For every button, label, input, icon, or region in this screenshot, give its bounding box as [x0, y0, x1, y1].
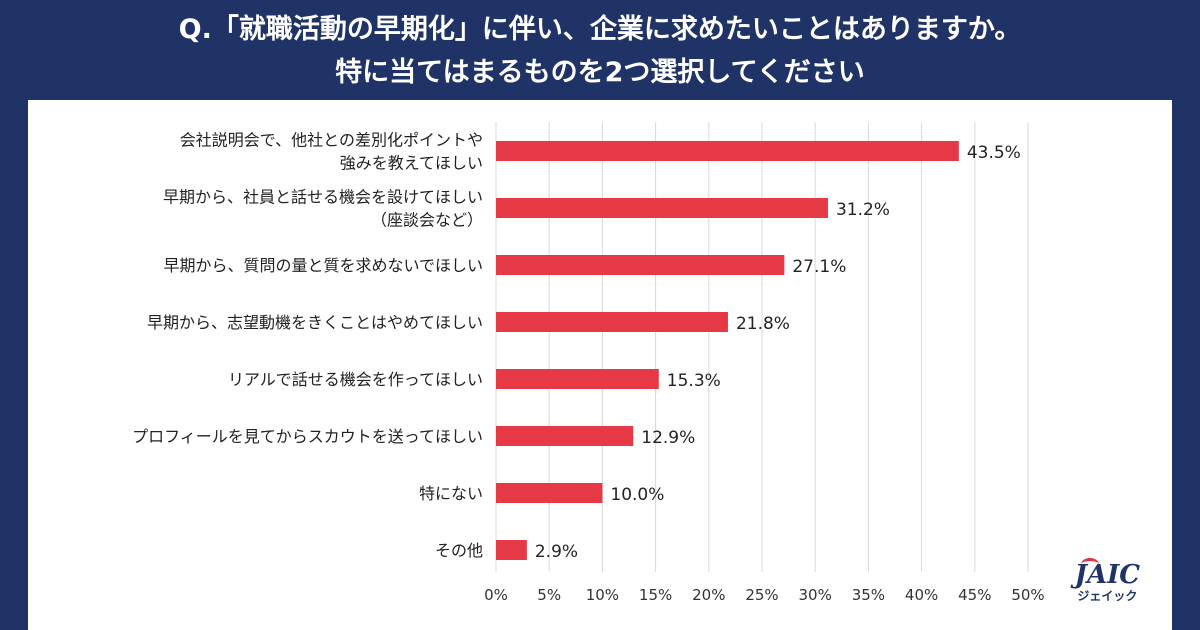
x-tick-label: 20%	[692, 586, 725, 604]
value-label: 12.9%	[641, 428, 695, 448]
category-label: （座談会など）	[371, 211, 483, 230]
value-label: 2.9%	[535, 542, 578, 562]
jaic-logo: JAIC ジェイック	[1075, 558, 1140, 604]
value-label: 43.5%	[967, 143, 1021, 163]
bar	[496, 483, 603, 503]
category-label: リアルで話せる機会を作ってほしい	[228, 370, 483, 389]
x-tick-label: 5%	[537, 586, 561, 604]
x-tick-label: 30%	[799, 586, 832, 604]
x-tick-label: 10%	[586, 586, 619, 604]
x-tick-label: 25%	[745, 586, 778, 604]
x-tick-label: 15%	[639, 586, 672, 604]
x-tick-label: 50%	[1011, 586, 1044, 604]
x-tick-label: 45%	[958, 586, 991, 604]
category-label: 強みを教えてほしい	[340, 154, 483, 173]
bar	[496, 540, 527, 560]
bar	[496, 369, 659, 389]
x-tick-label: 35%	[852, 586, 885, 604]
bar	[496, 141, 959, 161]
category-label: 早期から、社員と話せる機会を設けてほしい	[163, 188, 483, 207]
bar	[496, 198, 828, 218]
logo-subtext: ジェイック	[1077, 589, 1138, 603]
category-label: 特にない	[419, 484, 483, 503]
value-label: 31.2%	[836, 200, 890, 220]
logo-mark: JAIC	[1075, 558, 1140, 588]
bar	[496, 426, 634, 446]
value-label: 27.1%	[792, 257, 846, 277]
category-label: 会社説明会で、他社との差別化ポイントや	[180, 131, 483, 150]
x-tick-label: 40%	[905, 586, 938, 604]
bar	[496, 312, 728, 332]
x-tick-label: 0%	[484, 586, 508, 604]
chart-panel: 0% 5% 10% 15% 20% 25% 30% 35% 40% 45% 50% 会社説明会で、他社…	[28, 100, 1172, 630]
title-line-1: Q.「就職活動の早期化」に伴い、企業に求めたいことはありますか。	[178, 14, 1022, 45]
category-label: その他	[435, 541, 483, 560]
value-label: 15.3%	[667, 371, 721, 391]
logo-swoosh-icon	[1080, 558, 1099, 571]
chart-title: Q.「就職活動の早期化」に伴い、企業に求めたいことはありますか。 特に当てはまる…	[0, 8, 1200, 94]
value-label: 10.0%	[610, 485, 664, 505]
category-label: プロフィールを見てからスカウトを送ってほしい	[132, 427, 483, 446]
category-label: 早期から、質問の量と質を求めないでほしい	[163, 256, 483, 275]
title-line-2: 特に当てはまるものを2つ選択してください	[335, 57, 865, 88]
category-label: 早期から、志望動機をきくことはやめてほしい	[147, 313, 483, 332]
bar	[496, 255, 785, 275]
bar-chart: 0% 5% 10% 15% 20% 25% 30% 35% 40% 45% 50% 会社説明会で、他社…	[132, 122, 1045, 604]
value-label: 21.8%	[736, 314, 790, 334]
